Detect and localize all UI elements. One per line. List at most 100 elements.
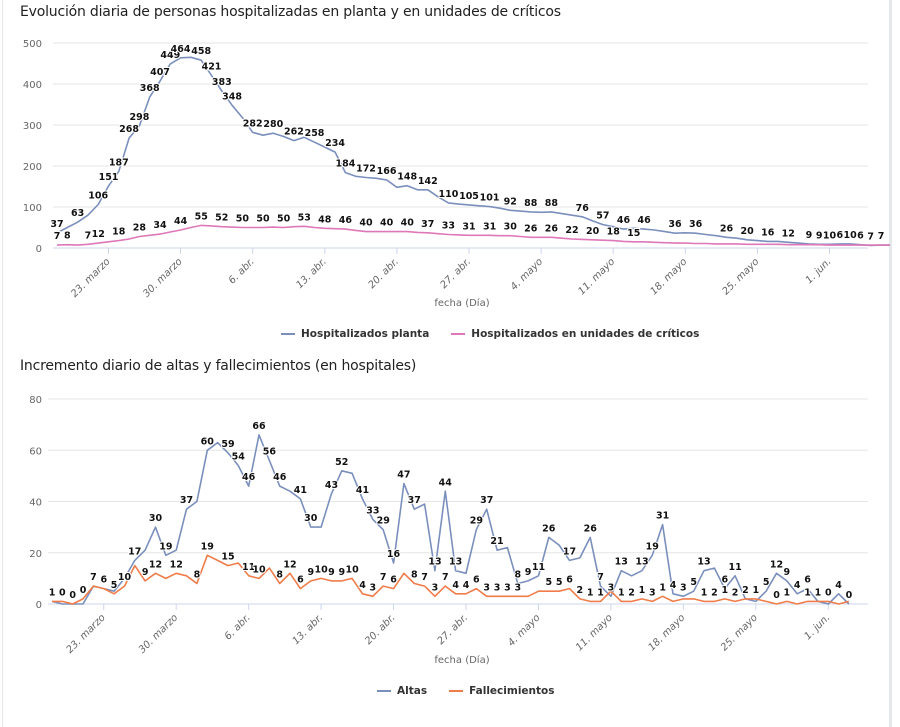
data-label: 46: [242, 472, 256, 483]
data-label: 55: [195, 211, 208, 222]
data-label: 59: [221, 439, 234, 450]
legend-label-criticos: Hospitalizados en unidades de críticos: [471, 328, 700, 340]
data-label: 44: [174, 216, 188, 227]
data-label: 2: [732, 587, 739, 598]
data-label: 268: [119, 124, 139, 135]
data-label: 8: [514, 570, 521, 581]
data-label: 47: [397, 470, 410, 481]
data-label: 19: [201, 541, 214, 552]
data-label: 3: [608, 582, 615, 593]
data-label: 41: [294, 485, 307, 496]
data-label: 26: [542, 523, 556, 534]
legend-item-planta[interactable]: Hospitalizados planta: [281, 328, 429, 340]
data-label: 5: [763, 577, 770, 588]
data-label: 33: [366, 505, 379, 516]
data-label: 37: [421, 219, 434, 230]
legend-swatch-criticos: [451, 333, 466, 335]
x-axis-title: fecha (Día): [434, 297, 489, 309]
data-label: 88: [545, 198, 559, 209]
data-label: 57: [596, 211, 609, 222]
data-label: 50: [236, 214, 250, 225]
data-label: 7: [442, 572, 449, 583]
data-label: 10: [346, 564, 360, 575]
data-label: 52: [335, 457, 348, 468]
data-label: 50: [256, 214, 270, 225]
data-label: 6: [721, 575, 728, 586]
data-label: 9: [142, 567, 149, 578]
y-tick-label: 60: [29, 446, 42, 457]
data-label: 7: [867, 232, 874, 243]
data-label: 40: [401, 218, 415, 229]
data-label: 1: [659, 582, 666, 593]
data-label: 12: [782, 228, 795, 239]
data-label: 10: [823, 230, 837, 241]
legend-item-criticos[interactable]: Hospitalizados en unidades de críticos: [451, 328, 699, 340]
data-label: 30: [149, 513, 163, 524]
x-tick-label: 23. marzo: [69, 256, 112, 299]
data-label: 15: [627, 228, 640, 239]
data-label: 282: [243, 118, 263, 129]
data-label: 13: [428, 557, 441, 568]
data-label: 3: [370, 582, 377, 593]
data-label: 142: [418, 176, 438, 187]
chart-1-title: Evolución diaria de personas hospitaliza…: [20, 4, 561, 20]
data-label: 46: [273, 472, 287, 483]
data-label: 166: [377, 166, 397, 177]
data-label: 26: [720, 223, 734, 234]
series-line-primary: [56, 56, 890, 247]
data-label: 40: [359, 218, 373, 229]
data-label: 18: [607, 227, 621, 238]
data-label: 421: [202, 61, 222, 72]
data-label: 1: [721, 585, 728, 596]
data-label: 36: [689, 219, 703, 230]
data-label: 28: [133, 223, 147, 234]
data-label: 20: [586, 226, 600, 237]
data-label: 184: [335, 159, 355, 170]
legend-label-altas: Altas: [397, 685, 428, 697]
data-label: 7: [85, 230, 92, 241]
data-label: 0: [825, 587, 832, 598]
data-label: 22: [565, 225, 578, 236]
data-label: 148: [397, 172, 417, 183]
data-label: 12: [770, 559, 783, 570]
data-label: 60: [201, 436, 215, 447]
legend-swatch-planta: [281, 333, 295, 335]
data-label: 34: [153, 220, 167, 231]
data-label: 3: [680, 582, 687, 593]
data-label: 3: [483, 582, 490, 593]
x-tick-label: 6. abr.: [227, 256, 257, 286]
data-label: 383: [212, 77, 232, 88]
data-label: 10: [843, 230, 857, 241]
data-label: 46: [637, 215, 651, 226]
y-tick-label: 400: [23, 80, 42, 91]
data-label: 36: [668, 219, 682, 230]
data-label: 7: [54, 231, 61, 242]
x-tick-label: 4. mayo: [506, 612, 543, 649]
x-tick-label: 1. jun.: [804, 256, 834, 286]
y-tick-label: 500: [23, 39, 42, 50]
data-label: 12: [92, 229, 105, 240]
x-tick-label: 20. abr.: [366, 256, 401, 291]
data-label: 11: [532, 562, 545, 573]
data-label: 6: [857, 231, 864, 242]
legend-item-altas[interactable]: Altas: [377, 685, 427, 697]
data-label: 46: [617, 215, 631, 226]
data-label: 10: [314, 564, 328, 575]
data-label: 458: [191, 46, 211, 57]
data-label: 10: [118, 572, 132, 583]
data-label: 13: [449, 557, 462, 568]
data-label: 30: [304, 513, 318, 524]
data-label: 348: [222, 91, 242, 102]
data-label: 37: [180, 495, 193, 506]
x-tick-label: 13. abr.: [294, 256, 329, 291]
data-label: 1: [804, 587, 811, 598]
x-tick-label: 27. abr.: [436, 612, 471, 647]
data-label: 7: [380, 572, 387, 583]
chart-1-legend: Hospitalizados planta Hospitalizados en …: [281, 328, 699, 340]
data-label: 187: [109, 157, 129, 168]
data-label: 43: [325, 480, 338, 491]
x-tick-label: 4. mayo: [509, 256, 546, 293]
legend-item-fallecimientos[interactable]: Fallecimientos: [449, 685, 555, 697]
data-label: 41: [356, 485, 369, 496]
